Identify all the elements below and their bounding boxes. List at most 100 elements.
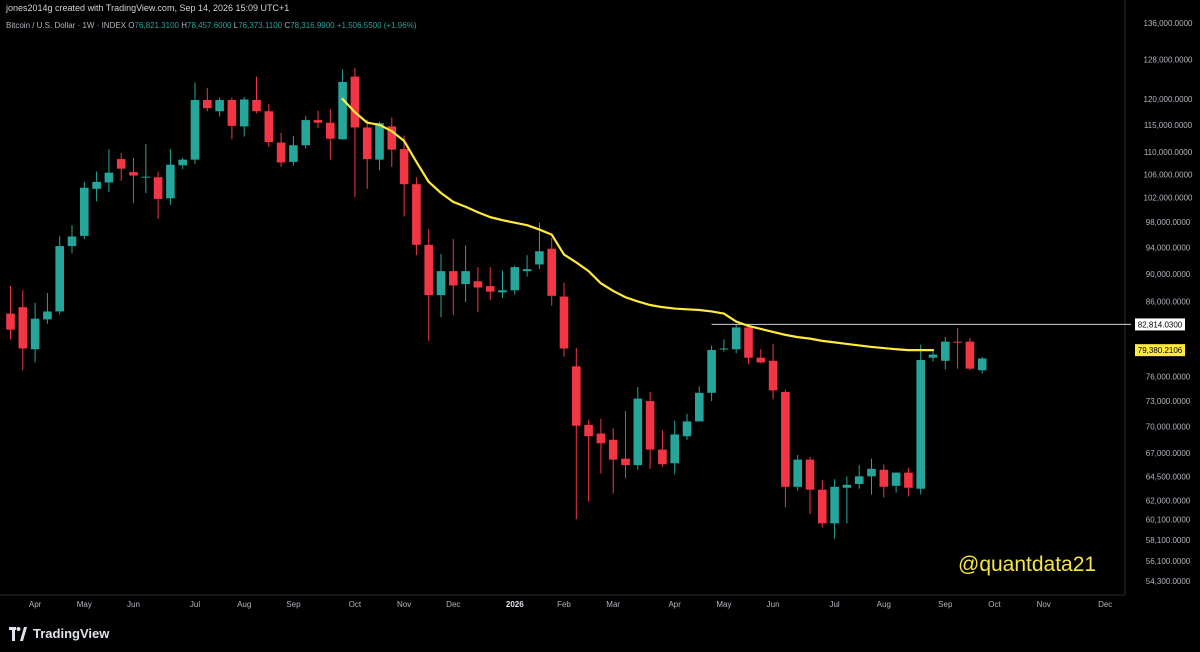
candle-body <box>375 123 384 160</box>
x-tick-label: Oct <box>349 600 362 609</box>
candle-body <box>301 120 310 146</box>
ma-value-tag <box>1135 344 1185 357</box>
change-value: +1,506.5500 (+1.96%) <box>336 21 417 30</box>
y-tick-label: 120,000.0000 <box>1144 95 1193 104</box>
candle-body <box>30 318 40 350</box>
x-tick-label: Sep <box>938 600 953 609</box>
x-tick-label: Aug <box>877 600 891 609</box>
y-tick-label: 62,000.0000 <box>1146 496 1191 505</box>
candle-body <box>953 341 962 343</box>
candle-body <box>239 99 249 127</box>
ma-value-label: 79,380.2106 <box>1138 346 1183 355</box>
candle-body <box>818 489 827 524</box>
y-tick-label: 136,000.0000 <box>1144 19 1193 28</box>
candle-body <box>215 99 224 112</box>
candle-body <box>326 122 335 139</box>
candle-body <box>153 177 163 199</box>
candle-body <box>916 360 925 489</box>
candle-body <box>547 248 556 296</box>
candle-body <box>522 269 532 272</box>
candle-body <box>203 99 212 109</box>
y-tick-label: 70,000.0000 <box>1146 423 1191 432</box>
x-tick-label: Apr <box>668 600 681 609</box>
y-tick-label: 94,000.0000 <box>1146 243 1191 252</box>
candle-body <box>707 350 716 393</box>
y-tick-label: 106,000.0000 <box>1144 170 1193 179</box>
candle-body <box>879 469 889 487</box>
candle-body <box>362 127 372 160</box>
candle-body <box>485 286 495 292</box>
candle-body <box>731 327 741 350</box>
watermark-handle: @quantdata21 <box>958 553 1097 576</box>
candle-body <box>104 172 114 183</box>
candle-body <box>805 459 815 490</box>
x-tick-label: Sep <box>286 600 301 609</box>
candle-body <box>116 159 126 169</box>
close-value: 78,316.9900 <box>290 21 335 30</box>
candle-body <box>608 439 618 460</box>
candle-body <box>793 459 802 487</box>
candle-body <box>670 434 679 464</box>
candle-body <box>756 357 766 363</box>
y-tick-label: 60,100.0000 <box>1146 515 1191 524</box>
open-value: 76,821.3100 <box>134 21 180 30</box>
candle-body <box>510 267 520 291</box>
candle-body <box>92 181 101 189</box>
moving-average-line <box>341 97 935 352</box>
open-label: O <box>128 21 135 30</box>
candle-body <box>141 176 151 178</box>
x-tick-label: May <box>716 600 731 609</box>
candle-body <box>830 486 839 524</box>
x-tick-label: May <box>77 600 92 609</box>
candle-body <box>559 296 569 349</box>
candlestick-chart[interactable]: 136,000.0000 128,000.0000 120,000.0000 115,… <box>0 0 1200 616</box>
level-price-label: 82,814.0300 <box>1138 320 1183 329</box>
candle-body <box>227 99 237 126</box>
y-tick-label: 110,000.0000 <box>1144 148 1193 157</box>
low-label: L <box>233 21 239 30</box>
candle-body <box>43 311 52 320</box>
x-tick-label: Aug <box>237 600 251 609</box>
symbol-legend[interactable]: Bitcoin / U.S. Dollar · 1W · INDEX O76,8… <box>6 21 416 30</box>
x-tick-label: Mar <box>606 600 620 609</box>
candle-body <box>584 424 593 437</box>
footer-bar: TradingView <box>0 616 1200 652</box>
candle-body <box>190 99 200 160</box>
candle-body <box>682 421 692 437</box>
candle-body <box>449 271 458 286</box>
candle-body <box>744 327 753 358</box>
candle-body <box>854 476 864 484</box>
close-label: C <box>284 21 291 30</box>
candle-body <box>621 458 630 466</box>
y-tick-label: 115,000.0000 <box>1144 121 1193 130</box>
y-tick-label: 76,000.0000 <box>1146 373 1191 382</box>
candle-body <box>80 187 89 236</box>
x-tick-label: Oct <box>988 600 1001 609</box>
tradingview-brand[interactable]: TradingView <box>9 626 109 641</box>
candle-body <box>645 401 655 450</box>
candle-body <box>928 354 938 358</box>
candle-body <box>313 120 323 123</box>
candle-body <box>891 472 901 486</box>
symbol-name[interactable]: Bitcoin / U.S. Dollar · 1W · INDEX <box>6 21 127 30</box>
candle-body <box>842 484 852 488</box>
candle-body <box>658 449 667 465</box>
x-tick-label: Dec <box>1098 600 1112 609</box>
x-tick-label: Jun <box>127 600 140 609</box>
candle-body <box>904 472 913 488</box>
x-tick-label: Nov <box>397 600 411 609</box>
candle-body <box>338 81 347 140</box>
y-tick-label: 86,000.0000 <box>1146 297 1191 306</box>
candle-body <box>67 236 77 247</box>
y-tick-label: 102,000.0000 <box>1144 194 1193 203</box>
candle-body <box>941 341 950 361</box>
candle-body <box>18 307 28 349</box>
candle-body <box>719 348 729 350</box>
candle-body <box>412 184 421 245</box>
level-price-tag <box>1135 318 1185 331</box>
x-tick-label: Feb <box>557 600 571 609</box>
candle-body <box>498 290 507 293</box>
x-tick-label: Apr <box>29 600 42 609</box>
candle-body <box>6 313 15 330</box>
